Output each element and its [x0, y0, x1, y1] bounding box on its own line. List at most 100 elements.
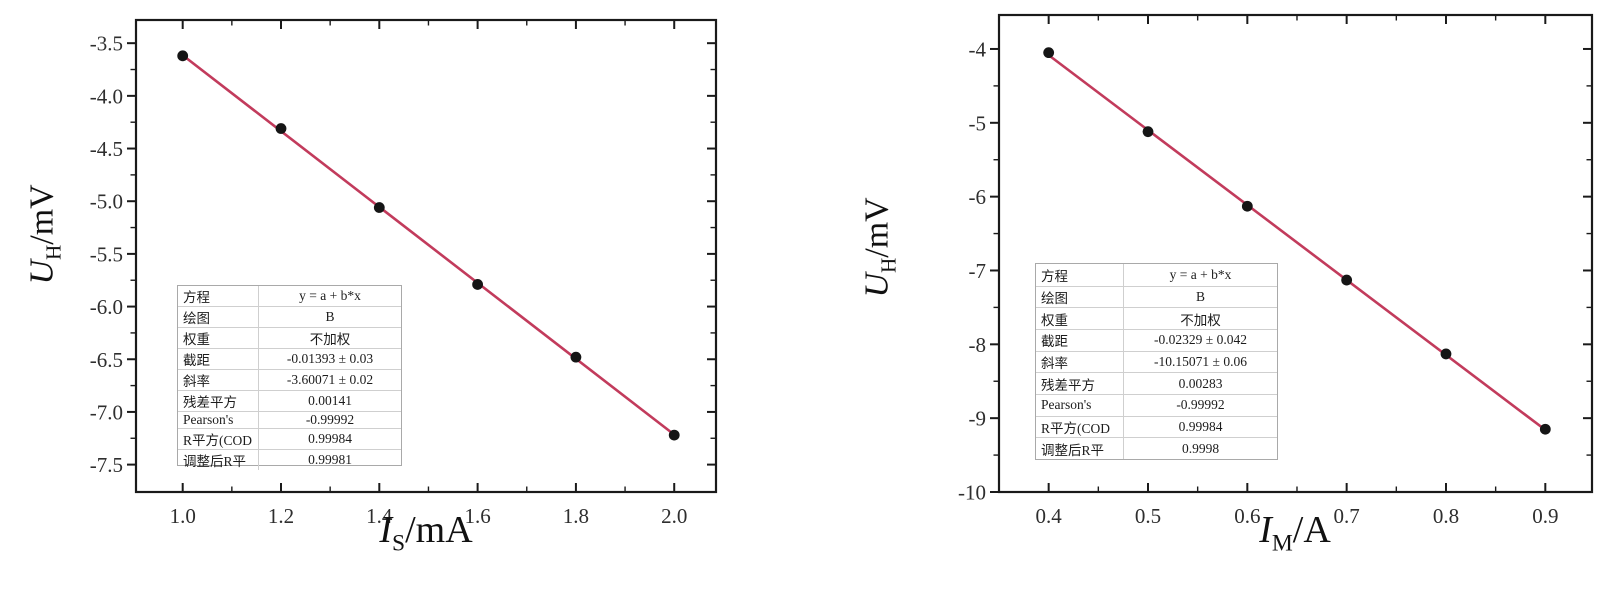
x-axis-symbol: I — [379, 509, 392, 551]
x-tick-label: 0.9 — [1532, 504, 1558, 528]
x-tick-label: 0.4 — [1036, 504, 1063, 528]
y-axis-subscript: H — [876, 257, 901, 273]
chart-right: 0.4 0.5 0.6 0.7 0.8 0.9 -4 -5 -6 -7 -8 -9 -10 UH/mV … — [830, 0, 1607, 600]
stat-label: R平方(COD — [1036, 416, 1124, 438]
x-tick-label: 1.2 — [268, 504, 294, 528]
stat-value: 不加权 — [1180, 312, 1221, 328]
y-axis-unit: /mV — [858, 197, 896, 258]
data-point — [1241, 200, 1253, 212]
table-row: 调整后R平 0.99981 — [178, 449, 401, 470]
stat-label: 权重 — [1036, 308, 1124, 329]
x-tick-label: 1.6 — [464, 504, 490, 528]
table-row: 绘图 B — [178, 306, 401, 327]
stat-value: 不加权 — [309, 332, 351, 347]
y-tick-label: -7 — [969, 259, 987, 283]
x-tick-label: 0.6 — [1234, 504, 1260, 528]
table-row: Pearson's -0.99992 — [178, 411, 401, 428]
stat-value: -3.60071 ± 0.02 — [286, 372, 374, 387]
x-tick-label: 0.5 — [1135, 504, 1161, 528]
table-row: 调整后R平 0.9998 — [1036, 437, 1277, 459]
stat-label: 截距 — [178, 349, 259, 369]
table-row: 斜率 -10.15071 ± 0.06 — [1036, 350, 1277, 373]
table-row: 绘图 B — [1036, 285, 1277, 308]
stat-label: 调整后R平 — [178, 450, 259, 470]
stat-label: 残差平方 — [1036, 373, 1124, 394]
data-point — [373, 202, 385, 213]
table-row: 残差平方 0.00141 — [178, 390, 401, 411]
stat-label: 方程 — [1036, 264, 1124, 286]
table-row: 截距 -0.02329 ± 0.042 — [1036, 328, 1277, 351]
table-row: R平方(COD 0.99984 — [1036, 415, 1277, 438]
table-row: 残差平方 0.00283 — [1036, 372, 1277, 394]
x-tick-label: 0.7 — [1334, 504, 1360, 528]
stat-value: 0.99981 — [308, 452, 352, 467]
y-tick-label: -5.5 — [90, 242, 123, 266]
y-axis-symbol: U — [858, 272, 896, 298]
stat-label: 绘图 — [1036, 286, 1124, 308]
stat-value: 0.9998 — [1181, 440, 1220, 456]
stat-value: B — [1195, 288, 1205, 304]
data-point — [275, 123, 287, 134]
y-tick-label: -9 — [969, 407, 987, 431]
stat-label: Pearson's — [1036, 394, 1124, 416]
table-row: 斜率 -3.60071 ± 0.02 — [178, 369, 401, 390]
chart-left: 1.0 1.2 1.4 1.6 1.8 2.0 -3.5 -4.0 -4.5 -5.0 -5.5 -6… — [0, 0, 800, 600]
stat-value: y = a + b*x — [299, 288, 361, 303]
stat-value: y = a + b*x — [1169, 266, 1232, 282]
stat-label: 斜率 — [178, 370, 259, 390]
table-row: R平方(COD 0.99984 — [178, 428, 401, 449]
x-axis-unit: /mA — [405, 509, 473, 551]
x-axis-title: IM/A — [1135, 508, 1455, 558]
fit-line — [181, 54, 676, 436]
stat-value: -0.01393 ± 0.03 — [286, 351, 374, 366]
data-point — [1043, 47, 1055, 59]
fit-stats-table: 方程 y = a + b*x 绘图 B 权重 不加权 截距 -0.01393 ± 0.0… — [177, 285, 402, 470]
y-tick-label: -6 — [969, 185, 987, 209]
x-tick-label: 2.0 — [661, 504, 687, 528]
table-row: 权重 不加权 — [178, 327, 401, 348]
x-tick-label: 1.0 — [170, 504, 196, 528]
x-tick-label: 0.8 — [1433, 504, 1459, 528]
data-point — [1142, 126, 1154, 138]
y-axis-title: UH/mV — [24, 24, 67, 444]
y-tick-label: -5 — [969, 111, 987, 135]
plot-area-right: 0.4 0.5 0.6 0.7 0.8 0.9 -4 -5 -6 -7 -8 -9 -10 — [958, 13, 1594, 528]
stat-value: 0.00141 — [308, 393, 352, 408]
data-point — [1440, 348, 1452, 360]
y-tick-label: -4.0 — [90, 84, 123, 108]
stat-label: R平方(COD — [178, 429, 259, 449]
table-row: 方程 y = a + b*x — [178, 286, 401, 306]
stat-value: B — [325, 309, 335, 324]
y-axis-subscript: H — [41, 244, 66, 260]
stat-value: 0.00283 — [1178, 375, 1223, 391]
stat-label: 残差平方 — [178, 391, 259, 411]
y-axis-unit: /mV — [23, 184, 61, 245]
y-tick-label: -6.0 — [90, 295, 123, 319]
stat-label: 绘图 — [178, 307, 259, 327]
stat-value: -0.02329 ± 0.042 — [1154, 332, 1247, 348]
y-tick-label: -4.5 — [90, 137, 123, 161]
plot-frame — [134, 18, 718, 494]
y-tick-label: -7.5 — [90, 453, 123, 477]
y-axis-title: UH/mV — [859, 37, 902, 457]
data-point — [570, 351, 582, 363]
fit-stats-table: 方程 y = a + b*x 绘图 B 权重 不加权 截距 -0.02329 ± 0.0… — [1035, 263, 1278, 460]
stat-value: -10.15071 ± 0.06 — [1154, 353, 1247, 369]
y-tick-label: -6.5 — [90, 348, 123, 372]
data-point — [1539, 423, 1551, 435]
y-tick-label: -7.0 — [90, 400, 123, 424]
data-point — [668, 429, 680, 441]
y-axis-symbol: U — [23, 259, 61, 285]
x-tick-label: 1.8 — [563, 504, 589, 528]
table-row: 截距 -0.01393 ± 0.03 — [178, 348, 401, 369]
x-axis-subscript: M — [1271, 530, 1293, 557]
x-axis-symbol: I — [1259, 509, 1272, 551]
plot-frame — [997, 13, 1594, 494]
table-row: Pearson's -0.99992 — [1036, 393, 1277, 416]
y-tick-label: -3.5 — [90, 32, 123, 56]
table-row: 方程 y = a + b*x — [1036, 264, 1277, 286]
x-axis-unit: /A — [1292, 509, 1331, 551]
fit-line — [1047, 54, 1547, 431]
stat-label: 截距 — [1036, 329, 1124, 351]
